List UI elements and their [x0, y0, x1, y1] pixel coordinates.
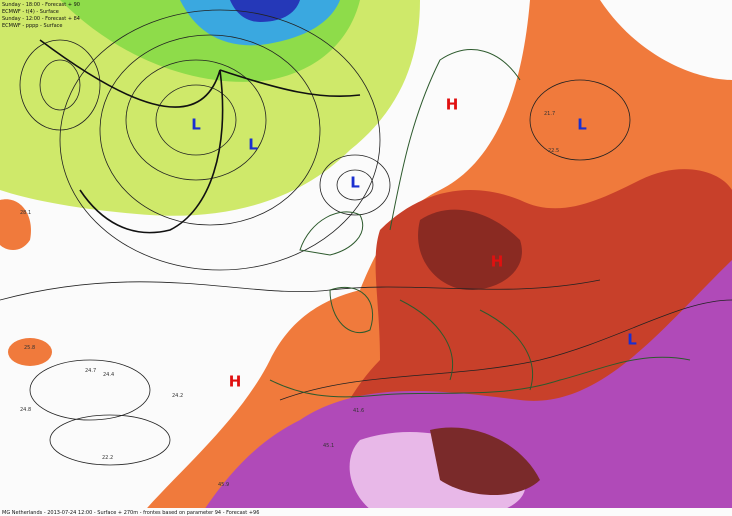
- footer-band: [0, 508, 732, 516]
- temperature-label: 28.1: [20, 210, 31, 216]
- coastlines: [269, 49, 691, 398]
- isobars: [0, 9, 732, 466]
- temperature-label: 45.1: [323, 443, 334, 449]
- very-hot-air: [200, 260, 732, 516]
- low-label: L: [248, 136, 258, 154]
- temperature-label: 24.2: [172, 393, 183, 399]
- low-label: L: [627, 331, 637, 349]
- temperature-label: 25.8: [24, 345, 35, 351]
- temperature-label: 22.5: [548, 148, 559, 154]
- temperature-label: 24.4: [103, 372, 114, 378]
- desert-core: [430, 427, 540, 495]
- temperature-label: 45.9: [218, 482, 229, 488]
- cold-core: [180, 0, 340, 46]
- low-label: L: [350, 174, 360, 192]
- temperature-label: 22.2: [102, 455, 113, 461]
- temperature-label: 21.7: [544, 111, 555, 117]
- warm-patch: [0, 199, 31, 250]
- header-line: ECMWF - pppp - Surface: [2, 23, 63, 29]
- warm-patch: [8, 338, 52, 366]
- footer: MG Netherlands - 2013-07-24 12:00 - Surf…: [2, 510, 259, 516]
- high-label: H: [446, 96, 459, 114]
- header-line: Sunday - 12:00 - Forecast + 84: [2, 16, 80, 22]
- header-line: ECMWF - t(4) - Surface: [2, 9, 59, 15]
- high-label: H: [491, 253, 504, 271]
- hot-core: [418, 209, 522, 290]
- front: [219, 69, 361, 98]
- low-label: L: [191, 116, 201, 134]
- low-label: L: [577, 116, 587, 134]
- header-line: Sunday - 18:00 - Forecast + 90: [2, 2, 80, 8]
- front: [39, 39, 224, 234]
- cold-core-inner: [230, 0, 300, 22]
- temperature-label: 24.8: [20, 407, 31, 413]
- temperature-label: 41.6: [353, 408, 364, 414]
- high-label: H: [229, 373, 242, 391]
- temperature-label: 24.7: [85, 368, 96, 374]
